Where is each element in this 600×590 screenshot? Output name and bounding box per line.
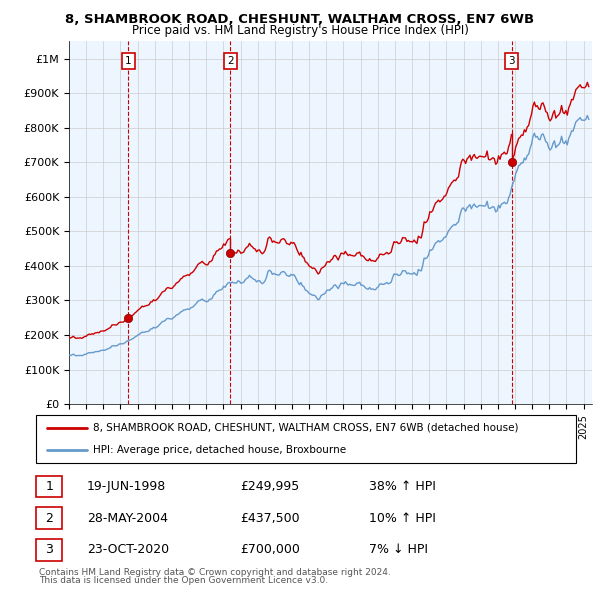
Text: 2: 2 <box>45 512 53 525</box>
Bar <box>512 41 592 404</box>
Text: 10% ↑ HPI: 10% ↑ HPI <box>369 512 436 525</box>
Text: 8, SHAMBROOK ROAD, CHESHUNT, WALTHAM CROSS, EN7 6WB: 8, SHAMBROOK ROAD, CHESHUNT, WALTHAM CRO… <box>65 13 535 26</box>
Bar <box>69 41 128 404</box>
Bar <box>230 41 512 404</box>
Bar <box>128 41 230 404</box>
Text: This data is licensed under the Open Government Licence v3.0.: This data is licensed under the Open Gov… <box>39 576 328 585</box>
Text: 38% ↑ HPI: 38% ↑ HPI <box>369 480 436 493</box>
Text: 23-OCT-2020: 23-OCT-2020 <box>87 543 169 556</box>
Text: 2: 2 <box>227 56 234 66</box>
Text: 19-JUN-1998: 19-JUN-1998 <box>87 480 166 493</box>
Text: £249,995: £249,995 <box>240 480 299 493</box>
Text: 1: 1 <box>125 56 131 66</box>
Text: 1: 1 <box>45 480 53 493</box>
Text: Price paid vs. HM Land Registry's House Price Index (HPI): Price paid vs. HM Land Registry's House … <box>131 24 469 37</box>
Text: 7% ↓ HPI: 7% ↓ HPI <box>369 543 428 556</box>
Text: 3: 3 <box>508 56 515 66</box>
Text: Contains HM Land Registry data © Crown copyright and database right 2024.: Contains HM Land Registry data © Crown c… <box>39 568 391 577</box>
Text: £437,500: £437,500 <box>240 512 299 525</box>
Text: HPI: Average price, detached house, Broxbourne: HPI: Average price, detached house, Brox… <box>92 445 346 455</box>
Text: 3: 3 <box>45 543 53 556</box>
Text: 28-MAY-2004: 28-MAY-2004 <box>87 512 168 525</box>
Text: £700,000: £700,000 <box>240 543 300 556</box>
FancyBboxPatch shape <box>36 415 576 463</box>
Text: 8, SHAMBROOK ROAD, CHESHUNT, WALTHAM CROSS, EN7 6WB (detached house): 8, SHAMBROOK ROAD, CHESHUNT, WALTHAM CRO… <box>92 423 518 433</box>
